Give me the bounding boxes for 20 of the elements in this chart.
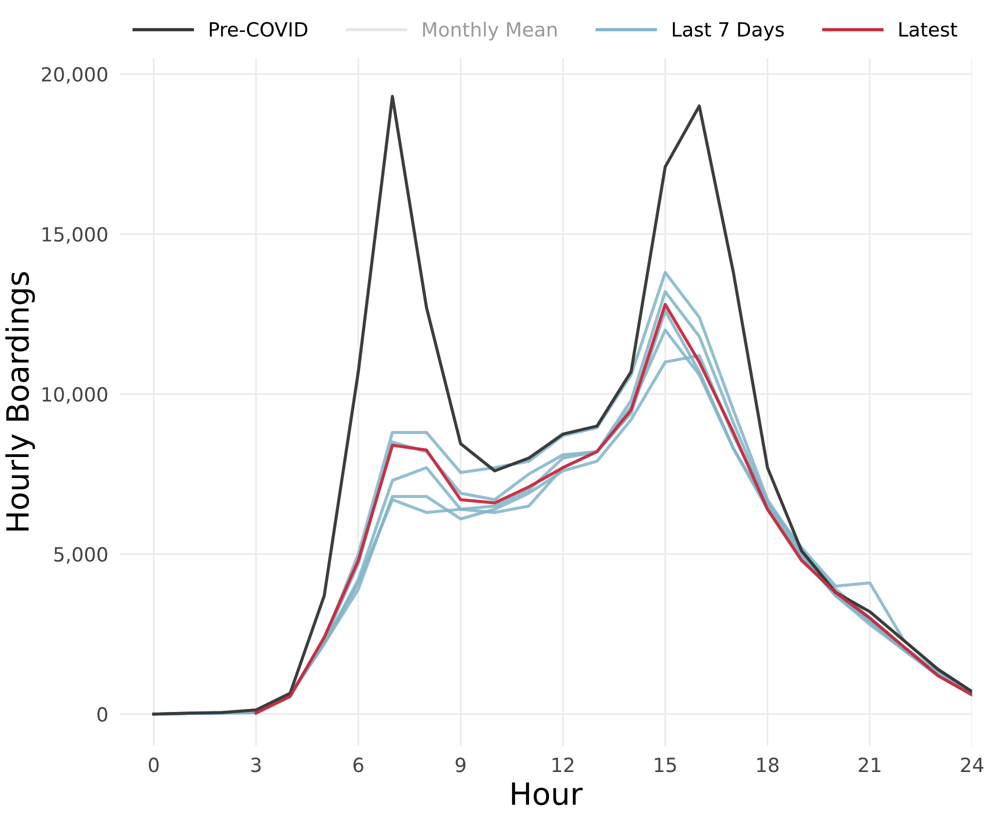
x-tick-label: 0 — [148, 758, 159, 772]
x-tick-label: 9 — [456, 758, 466, 772]
legend-label: Latest — [899, 22, 958, 37]
y-tick-label: 20,000 — [42, 66, 108, 84]
y-tick-label: 5,000 — [54, 547, 108, 564]
x-tick-label: 12 — [552, 758, 574, 772]
x-tick-label: 18 — [757, 758, 779, 772]
legend-label: Monthly Mean — [423, 22, 557, 41]
y-tick-label: 0 — [97, 707, 108, 722]
legend-label: Pre-COVID — [210, 22, 308, 37]
x-tick-label: 24 — [961, 758, 984, 772]
y-tick-label: 10,000 — [42, 387, 108, 404]
x-tick-label: 15 — [654, 758, 676, 772]
legend-label: Last 7 Days — [672, 22, 784, 41]
x-tick-label: 6 — [353, 758, 364, 772]
x-tick-label: 3 — [251, 758, 261, 772]
x-tick-label: 21 — [858, 758, 880, 772]
y-axis-title: Hourly Boardings — [5, 272, 35, 530]
y-tick-label: 15,000 — [42, 227, 108, 244]
x-axis-title: Hour — [512, 782, 583, 806]
